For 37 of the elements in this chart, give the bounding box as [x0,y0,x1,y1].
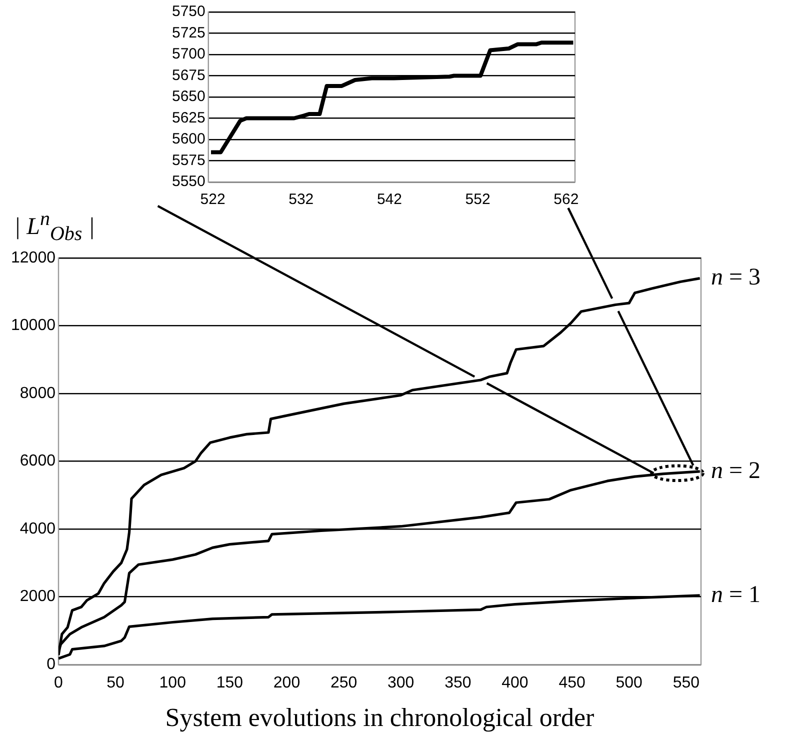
series-label: n = 3 [711,264,761,291]
y-axis-title: | L$^{n}$$_{Obs}$ | [14,208,95,246]
y-tick-label: 5650 [172,88,206,106]
x-tick-label: 522 [200,191,226,208]
y-tick-label: 5700 [172,46,206,63]
x-axis-title: System evolutions in chronological order [165,703,595,732]
x-tick-label: 250 [330,674,358,692]
y-tick-label: 5675 [172,66,206,84]
y-tick-label: 5725 [172,24,206,42]
y-tick-label: 0 [46,656,56,674]
y-tick-label: 5750 [172,3,206,20]
y-tick-label: 5550 [172,173,206,190]
y-tick-label: 2000 [20,588,56,606]
y-tick-label: 5625 [172,109,206,126]
x-tick-label: 550 [672,674,700,692]
x-tick-label: 400 [502,674,528,692]
series-label: n = 1 [711,582,761,608]
x-tick-label: 150 [216,674,244,692]
x-tick-label: 300 [388,674,414,692]
x-tick-label: 552 [465,191,490,208]
y-tick-label: 10000 [10,317,56,334]
x-tick-label: 200 [273,674,300,692]
y-tick-label: 4000 [20,520,56,538]
x-tick-label: 562 [554,191,579,208]
x-tick-label: 450 [558,674,586,692]
y-tick-label: 5575 [172,152,206,169]
y-tick-label: 8000 [20,384,56,402]
y-tick-label: 6000 [20,452,56,470]
y-tick-label: 5600 [172,130,206,148]
y-tick-label: 12000 [10,249,56,266]
x-tick-label: 100 [159,674,186,692]
x-tick-label: 50 [106,674,125,692]
x-tick-label: 350 [444,674,472,692]
x-tick-label: 532 [288,191,314,208]
legend-label: n = 2 [711,458,761,484]
x-tick-label: 542 [376,191,402,208]
x-tick-label: 500 [616,674,643,692]
